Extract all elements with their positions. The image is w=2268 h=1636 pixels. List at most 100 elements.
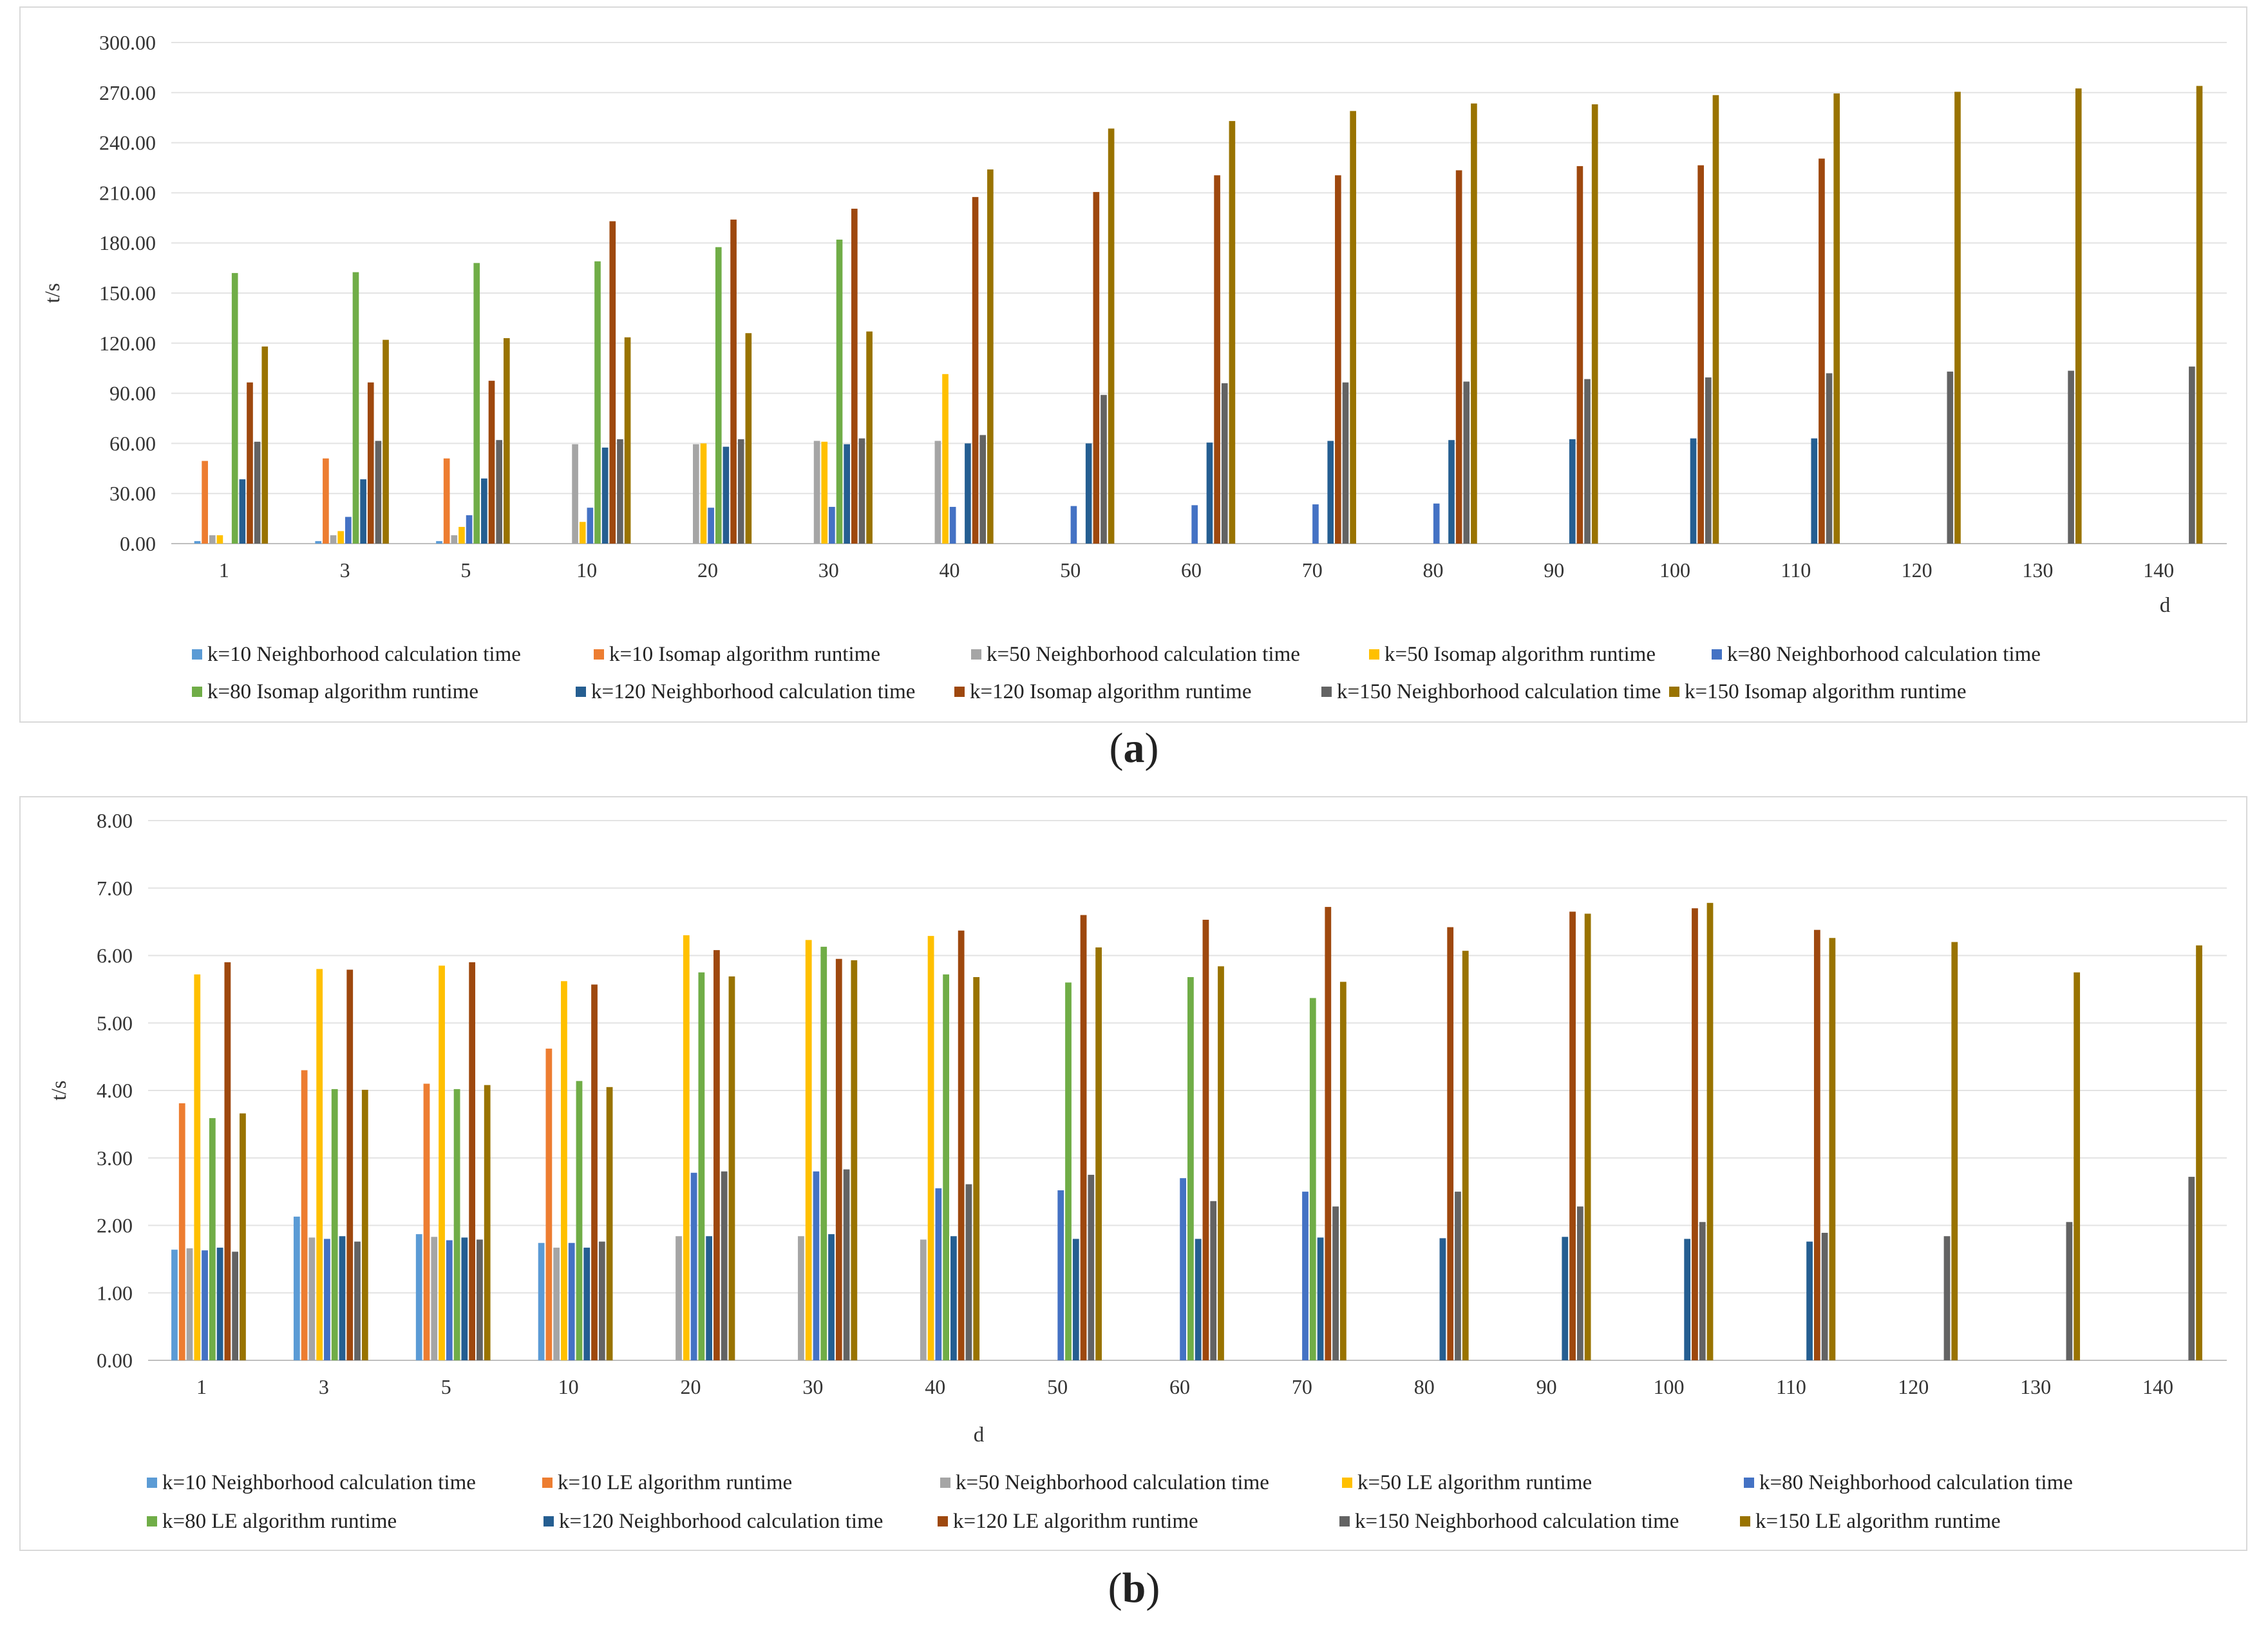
chart-b-ytick-label: 4.00 xyxy=(97,1079,133,1102)
chart-a-xtick-label: 50 xyxy=(1060,558,1081,582)
chart-a-bar-k-50-neighborhood-calculation-time-d40 xyxy=(934,441,941,544)
chart-b-xtick-label: 50 xyxy=(1047,1375,1068,1398)
chart-b-bar-k-80-neighborhood-calculation-time-d3 xyxy=(324,1239,330,1360)
chart-a-ytick-label: 0.00 xyxy=(120,532,156,555)
chart-b-bar-k-50-neighborhood-calculation-time-d1 xyxy=(186,1248,193,1360)
chart-b-legend-item: k=10 LE algorithm runtime xyxy=(542,1467,792,1498)
caption-b: (b) xyxy=(1108,1565,1160,1612)
chart-a-legend-item: k=80 Neighborhood calculation time xyxy=(1712,639,2041,670)
chart-a-legend-label: k=150 Isomap algorithm runtime xyxy=(1685,680,1967,703)
chart-a-legend-label: k=10 Isomap algorithm runtime xyxy=(609,642,880,666)
chart-a-bar-k-80-neighborhood-calculation-time-d60 xyxy=(1191,505,1198,544)
chart-a-bar-k-50-neighborhood-calculation-time-d30 xyxy=(813,441,820,544)
chart-b-bar-k-80-le-algorithm-runtime-d40 xyxy=(943,974,950,1360)
chart-b-legend-swatch xyxy=(938,1516,948,1527)
chart-a-xtick-label: 90 xyxy=(1544,558,1564,582)
chart-b-ytick-label: 8.00 xyxy=(97,809,133,832)
chart-a-bar-k-150-neighborhood-calculation-time-d60 xyxy=(1221,383,1228,544)
chart-b-xtick-label: 3 xyxy=(319,1375,329,1398)
chart-b-bar-k-120-neighborhood-calculation-time-d10 xyxy=(583,1248,591,1360)
chart-a-bar-k-150-neighborhood-calculation-time-d90 xyxy=(1584,379,1591,544)
chart-a-legend-swatch xyxy=(1669,687,1679,697)
chart-b-legend-item: k=120 LE algorithm runtime xyxy=(938,1506,1198,1537)
chart-a-bar-k-50-neighborhood-calculation-time-d10 xyxy=(572,444,578,544)
chart-b-bar-k-10-neighborhood-calculation-time-d1 xyxy=(171,1250,178,1360)
chart-a-bar-k-80-neighborhood-calculation-time-d3 xyxy=(345,517,352,544)
chart-a-bar-k-120-neighborhood-calculation-time-d60 xyxy=(1206,442,1213,544)
chart-b-bar-k-150-le-algorithm-runtime-d130 xyxy=(2074,972,2081,1360)
chart-a-ytick-label: 90.00 xyxy=(109,382,156,405)
chart-b-bar-k-120-le-algorithm-runtime-d50 xyxy=(1080,915,1087,1360)
chart-a-bar-k-150-neighborhood-calculation-time-d110 xyxy=(1826,373,1833,544)
chart-a-bar-k-150-isomap-algorithm-runtime-d110 xyxy=(1833,93,1840,544)
chart-b-bar-k-50-le-algorithm-runtime-d3 xyxy=(316,969,323,1360)
chart-a-bar-k-120-neighborhood-calculation-time-d3 xyxy=(360,479,366,544)
chart-b-bar-k-150-neighborhood-calculation-time-d60 xyxy=(1210,1201,1217,1360)
chart-b-bar-k-50-le-algorithm-runtime-d10 xyxy=(561,981,567,1360)
chart-b-legend-item: k=80 LE algorithm runtime xyxy=(147,1506,397,1537)
chart-b-bar-k-150-neighborhood-calculation-time-d50 xyxy=(1088,1174,1095,1360)
chart-a-legend-swatch xyxy=(1321,687,1332,697)
chart-b-bar-k-120-neighborhood-calculation-time-d100 xyxy=(1684,1239,1691,1360)
chart-a-xlabel: d xyxy=(2160,594,2171,617)
chart-b-bar-k-50-le-algorithm-runtime-d40 xyxy=(927,936,934,1360)
chart-a-legend-item: k=10 Isomap algorithm runtime xyxy=(594,639,880,670)
chart-a-legend-item: k=120 Isomap algorithm runtime xyxy=(954,676,1251,707)
chart-a-bar-k-150-isomap-algorithm-runtime-d5 xyxy=(503,338,510,544)
chart-b-bar-k-150-neighborhood-calculation-time-d1 xyxy=(232,1251,239,1360)
chart-a-bar-k-80-isomap-algorithm-runtime-d10 xyxy=(594,261,601,544)
chart-a-bar-k-80-isomap-algorithm-runtime-d5 xyxy=(473,263,480,544)
chart-b-bar-k-120-neighborhood-calculation-time-d30 xyxy=(828,1234,835,1360)
chart-b-bar-k-150-le-algorithm-runtime-d110 xyxy=(1829,938,1836,1360)
chart-a-bar-k-80-isomap-algorithm-runtime-d3 xyxy=(352,272,359,544)
chart-b-bar-k-150-le-algorithm-runtime-d10 xyxy=(606,1087,613,1360)
chart-a-ytick-label: 270.00 xyxy=(99,81,156,104)
chart-a-bar-k-150-isomap-algorithm-runtime-d120 xyxy=(1954,91,1961,544)
chart-b-legend-label: k=120 LE algorithm runtime xyxy=(953,1509,1198,1533)
chart-a-xtick-label: 130 xyxy=(2022,558,2053,582)
chart-b-bar-k-50-le-algorithm-runtime-d1 xyxy=(194,974,201,1360)
chart-b-xtick-label: 20 xyxy=(680,1375,701,1398)
chart-a-bar-k-150-neighborhood-calculation-time-d3 xyxy=(375,441,382,544)
chart-b-bar-k-80-le-algorithm-runtime-d1 xyxy=(209,1118,216,1360)
chart-a-xtick-label: 20 xyxy=(697,558,718,582)
chart-b-bar-k-80-neighborhood-calculation-time-d1 xyxy=(202,1250,208,1360)
chart-b-bar-k-50-neighborhood-calculation-time-d30 xyxy=(798,1236,804,1360)
chart-a-bar-k-120-isomap-algorithm-runtime-d90 xyxy=(1576,166,1583,544)
chart-b-legend-swatch xyxy=(542,1478,553,1488)
chart-b-xtick-label: 5 xyxy=(441,1375,451,1398)
chart-b-bar-k-10-le-algorithm-runtime-d3 xyxy=(301,1070,308,1360)
chart-b-bar-k-80-neighborhood-calculation-time-d60 xyxy=(1180,1178,1186,1360)
chart-a-bar-k-80-neighborhood-calculation-time-d5 xyxy=(466,515,473,544)
chart-a-bar-k-120-neighborhood-calculation-time-d50 xyxy=(1085,443,1092,544)
chart-a-bar-k-120-isomap-algorithm-runtime-d1 xyxy=(247,382,253,544)
chart-b-legend-label: k=150 LE algorithm runtime xyxy=(1755,1509,2001,1533)
chart-b-bar-k-120-le-algorithm-runtime-d110 xyxy=(1813,929,1820,1360)
chart-a-ytick-label: 210.00 xyxy=(99,181,156,204)
chart-a-legend-item: k=120 Neighborhood calculation time xyxy=(576,676,915,707)
chart-a-bar-k-120-isomap-algorithm-runtime-d20 xyxy=(730,219,737,544)
chart-b-bar-k-150-neighborhood-calculation-time-d10 xyxy=(598,1241,605,1360)
chart-b-bar-k-50-neighborhood-calculation-time-d5 xyxy=(431,1237,438,1360)
chart-b-legend-label: k=120 Neighborhood calculation time xyxy=(559,1509,884,1533)
chart-a-xtick-label: 1 xyxy=(219,558,229,582)
chart-a-bar-k-150-isomap-algorithm-runtime-d3 xyxy=(383,339,389,544)
chart-b-bar-k-80-neighborhood-calculation-time-d20 xyxy=(690,1172,697,1360)
chart-a-bar-k-150-isomap-algorithm-runtime-d60 xyxy=(1229,120,1236,544)
chart-b-legend-label: k=150 Neighborhood calculation time xyxy=(1355,1509,1679,1533)
chart-a-xtick-label: 120 xyxy=(1902,558,1933,582)
chart-a-bar-k-150-isomap-algorithm-runtime-d140 xyxy=(2196,86,2203,544)
chart-a-bar-k-80-neighborhood-calculation-time-d30 xyxy=(829,506,835,544)
chart-a-ytick-label: 60.00 xyxy=(109,432,156,455)
chart-a-legend-item: k=50 Isomap algorithm runtime xyxy=(1369,639,1656,670)
chart-a-bar-k-150-isomap-algorithm-runtime-d100 xyxy=(1712,95,1719,544)
chart-b-ylabel: t/s xyxy=(48,1080,71,1100)
chart-panel-a: 0.00 30.00 60.00 90.00 120.00 150.00 180.00 210… xyxy=(19,6,2247,723)
chart-a-bar-k-120-isomap-algorithm-runtime-d40 xyxy=(972,196,979,544)
chart-b-bar-k-120-le-algorithm-runtime-d20 xyxy=(713,950,720,1360)
chart-b-bar-k-150-neighborhood-calculation-time-d110 xyxy=(1821,1233,1828,1360)
chart-b-bar-k-150-neighborhood-calculation-time-d40 xyxy=(965,1184,972,1360)
chart-b-xtick-label: 110 xyxy=(1776,1375,1806,1398)
chart-a-bar-k-120-isomap-algorithm-runtime-d100 xyxy=(1697,165,1704,544)
chart-b-bar-k-120-le-algorithm-runtime-d70 xyxy=(1325,907,1332,1360)
